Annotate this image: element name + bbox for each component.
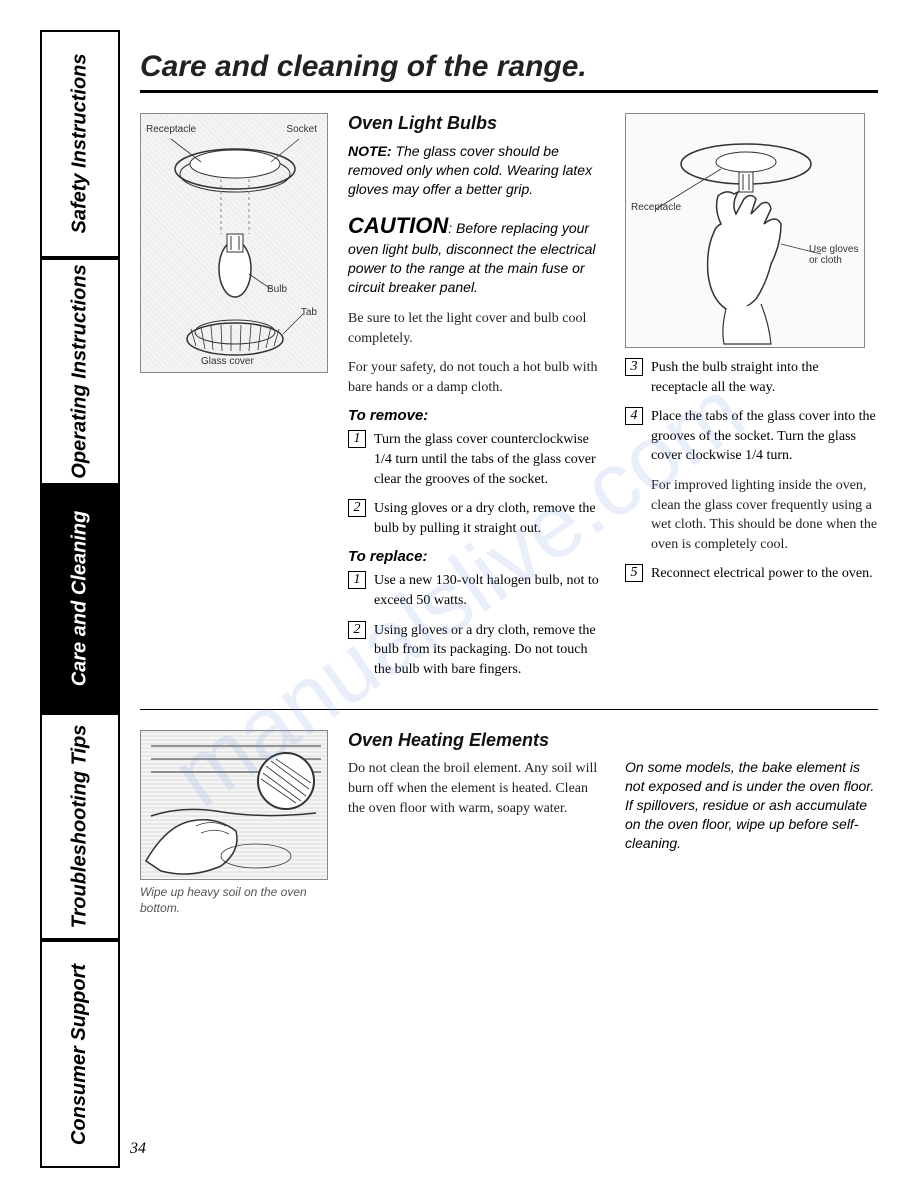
note-paragraph: On some models, the bake element is not … — [625, 758, 878, 852]
step-item: 1 Turn the glass cover counterclockwise … — [348, 430, 601, 489]
step-item: 5 Reconnect electrical power to the oven… — [625, 564, 878, 584]
tab-consumer-support[interactable]: Consumer Support — [42, 940, 118, 1168]
step-text: Push the bulb straight into the receptac… — [651, 358, 878, 397]
step-item: 2 Using gloves or a dry cloth, remove th… — [348, 621, 601, 680]
body-text: Be sure to let the light cover and bulb … — [348, 309, 601, 348]
step-text: Use a new 130-volt halogen bulb, not to … — [374, 571, 601, 610]
subheading-oven-light-bulbs: Oven Light Bulbs — [348, 113, 601, 134]
body-text: For your safety, do not touch a hot bulb… — [348, 358, 601, 397]
illustration-box: Receptacle Socket Bulb Tab Glass cover — [140, 113, 328, 373]
title-rule — [140, 90, 878, 93]
step-number-box: 3 — [625, 358, 643, 376]
page-container: Safety Instructions Operating Instructio… — [0, 0, 918, 1188]
page-title: Care and cleaning of the range. — [140, 50, 878, 84]
tab-label: Safety Instructions — [69, 54, 92, 234]
page-number: 34 — [130, 1140, 146, 1158]
section-oven-light-bulbs: Receptacle Socket Bulb Tab Glass cover O… — [140, 113, 878, 689]
step-text: Reconnect electrical power to the oven. — [651, 564, 878, 584]
step-text: Using gloves or a dry cloth, remove the … — [374, 621, 601, 680]
body-text: For improved lighting inside the oven, c… — [651, 476, 878, 554]
step-text: Turn the glass cover counterclockwise 1/… — [374, 430, 601, 489]
note-paragraph: NOTE: The glass cover should be removed … — [348, 142, 601, 199]
step-number-box: 4 — [625, 407, 643, 425]
text-column-2: Receptacle Use gloves or cloth 3 Push th… — [625, 113, 878, 689]
text-columns: Oven Light Bulbs NOTE: The glass cover s… — [348, 113, 878, 689]
tab-safety-instructions[interactable]: Safety Instructions — [42, 30, 118, 258]
text-columns: Oven Heating Elements Do not clean the b… — [348, 730, 878, 916]
heading-to-replace: To replace: — [348, 548, 601, 565]
step-item: 1 Use a new 130-volt halogen bulb, not t… — [348, 571, 601, 610]
sidebar-tabs: Safety Instructions Operating Instructio… — [40, 30, 120, 1168]
subheading-oven-heating-elements: Oven Heating Elements — [348, 730, 601, 751]
tab-care-and-cleaning[interactable]: Care and Cleaning — [42, 485, 118, 713]
illustration-caption: Wipe up heavy soil on the oven bottom. — [140, 885, 330, 916]
illus-label-tab: Tab — [301, 307, 317, 318]
tab-label: Care and Cleaning — [69, 511, 92, 687]
illustration-box — [140, 730, 328, 880]
step-number-box: 2 — [348, 499, 366, 517]
caution-paragraph: CAUTION: Before replacing your oven ligh… — [348, 211, 601, 297]
tab-troubleshooting-tips[interactable]: Troubleshooting Tips — [42, 713, 118, 941]
illustration-oven-wipe: Wipe up heavy soil on the oven bottom. — [140, 730, 330, 916]
section-divider — [140, 709, 878, 710]
text-column-1: Oven Light Bulbs NOTE: The glass cover s… — [348, 113, 601, 689]
illustration-hand-bulb: Receptacle Use gloves or cloth — [625, 113, 865, 348]
heading-to-remove: To remove: — [348, 407, 601, 424]
step-item: 3 Push the bulb straight into the recept… — [625, 358, 878, 397]
step-text: Place the tabs of the glass cover into t… — [651, 407, 878, 466]
step-number-box: 5 — [625, 564, 643, 582]
step-text: Using gloves or a dry cloth, remove the … — [374, 499, 601, 538]
step-item: 4 Place the tabs of the glass cover into… — [625, 407, 878, 466]
text-column-1: Oven Heating Elements Do not clean the b… — [348, 730, 601, 916]
tab-operating-instructions[interactable]: Operating Instructions — [42, 258, 118, 486]
note-label: NOTE: — [348, 143, 392, 159]
tab-label: Consumer Support — [69, 964, 92, 1145]
step-number-box: 1 — [348, 571, 366, 589]
illus-label-use-gloves: Use gloves or cloth — [809, 244, 859, 266]
illus-label-receptacle: Receptacle — [146, 124, 196, 135]
tab-label: Troubleshooting Tips — [69, 725, 92, 929]
illus-label-socket: Socket — [286, 124, 317, 135]
illus-label-receptacle: Receptacle — [631, 202, 681, 213]
text-column-2: On some models, the bake element is not … — [625, 730, 878, 916]
caution-label: CAUTION — [348, 213, 448, 238]
step-number-box: 1 — [348, 430, 366, 448]
illus-label-bulb: Bulb — [267, 284, 287, 295]
section-oven-heating-elements: Wipe up heavy soil on the oven bottom. O… — [140, 730, 878, 916]
illus-label-glass-cover: Glass cover — [201, 356, 254, 367]
main-content: Care and cleaning of the range. — [120, 30, 878, 1168]
step-number-box: 2 — [348, 621, 366, 639]
illustration-bulb-assembly: Receptacle Socket Bulb Tab Glass cover — [140, 113, 330, 689]
body-text: Do not clean the broil element. Any soil… — [348, 759, 601, 818]
tab-label: Operating Instructions — [69, 264, 92, 478]
step-item: 2 Using gloves or a dry cloth, remove th… — [348, 499, 601, 538]
